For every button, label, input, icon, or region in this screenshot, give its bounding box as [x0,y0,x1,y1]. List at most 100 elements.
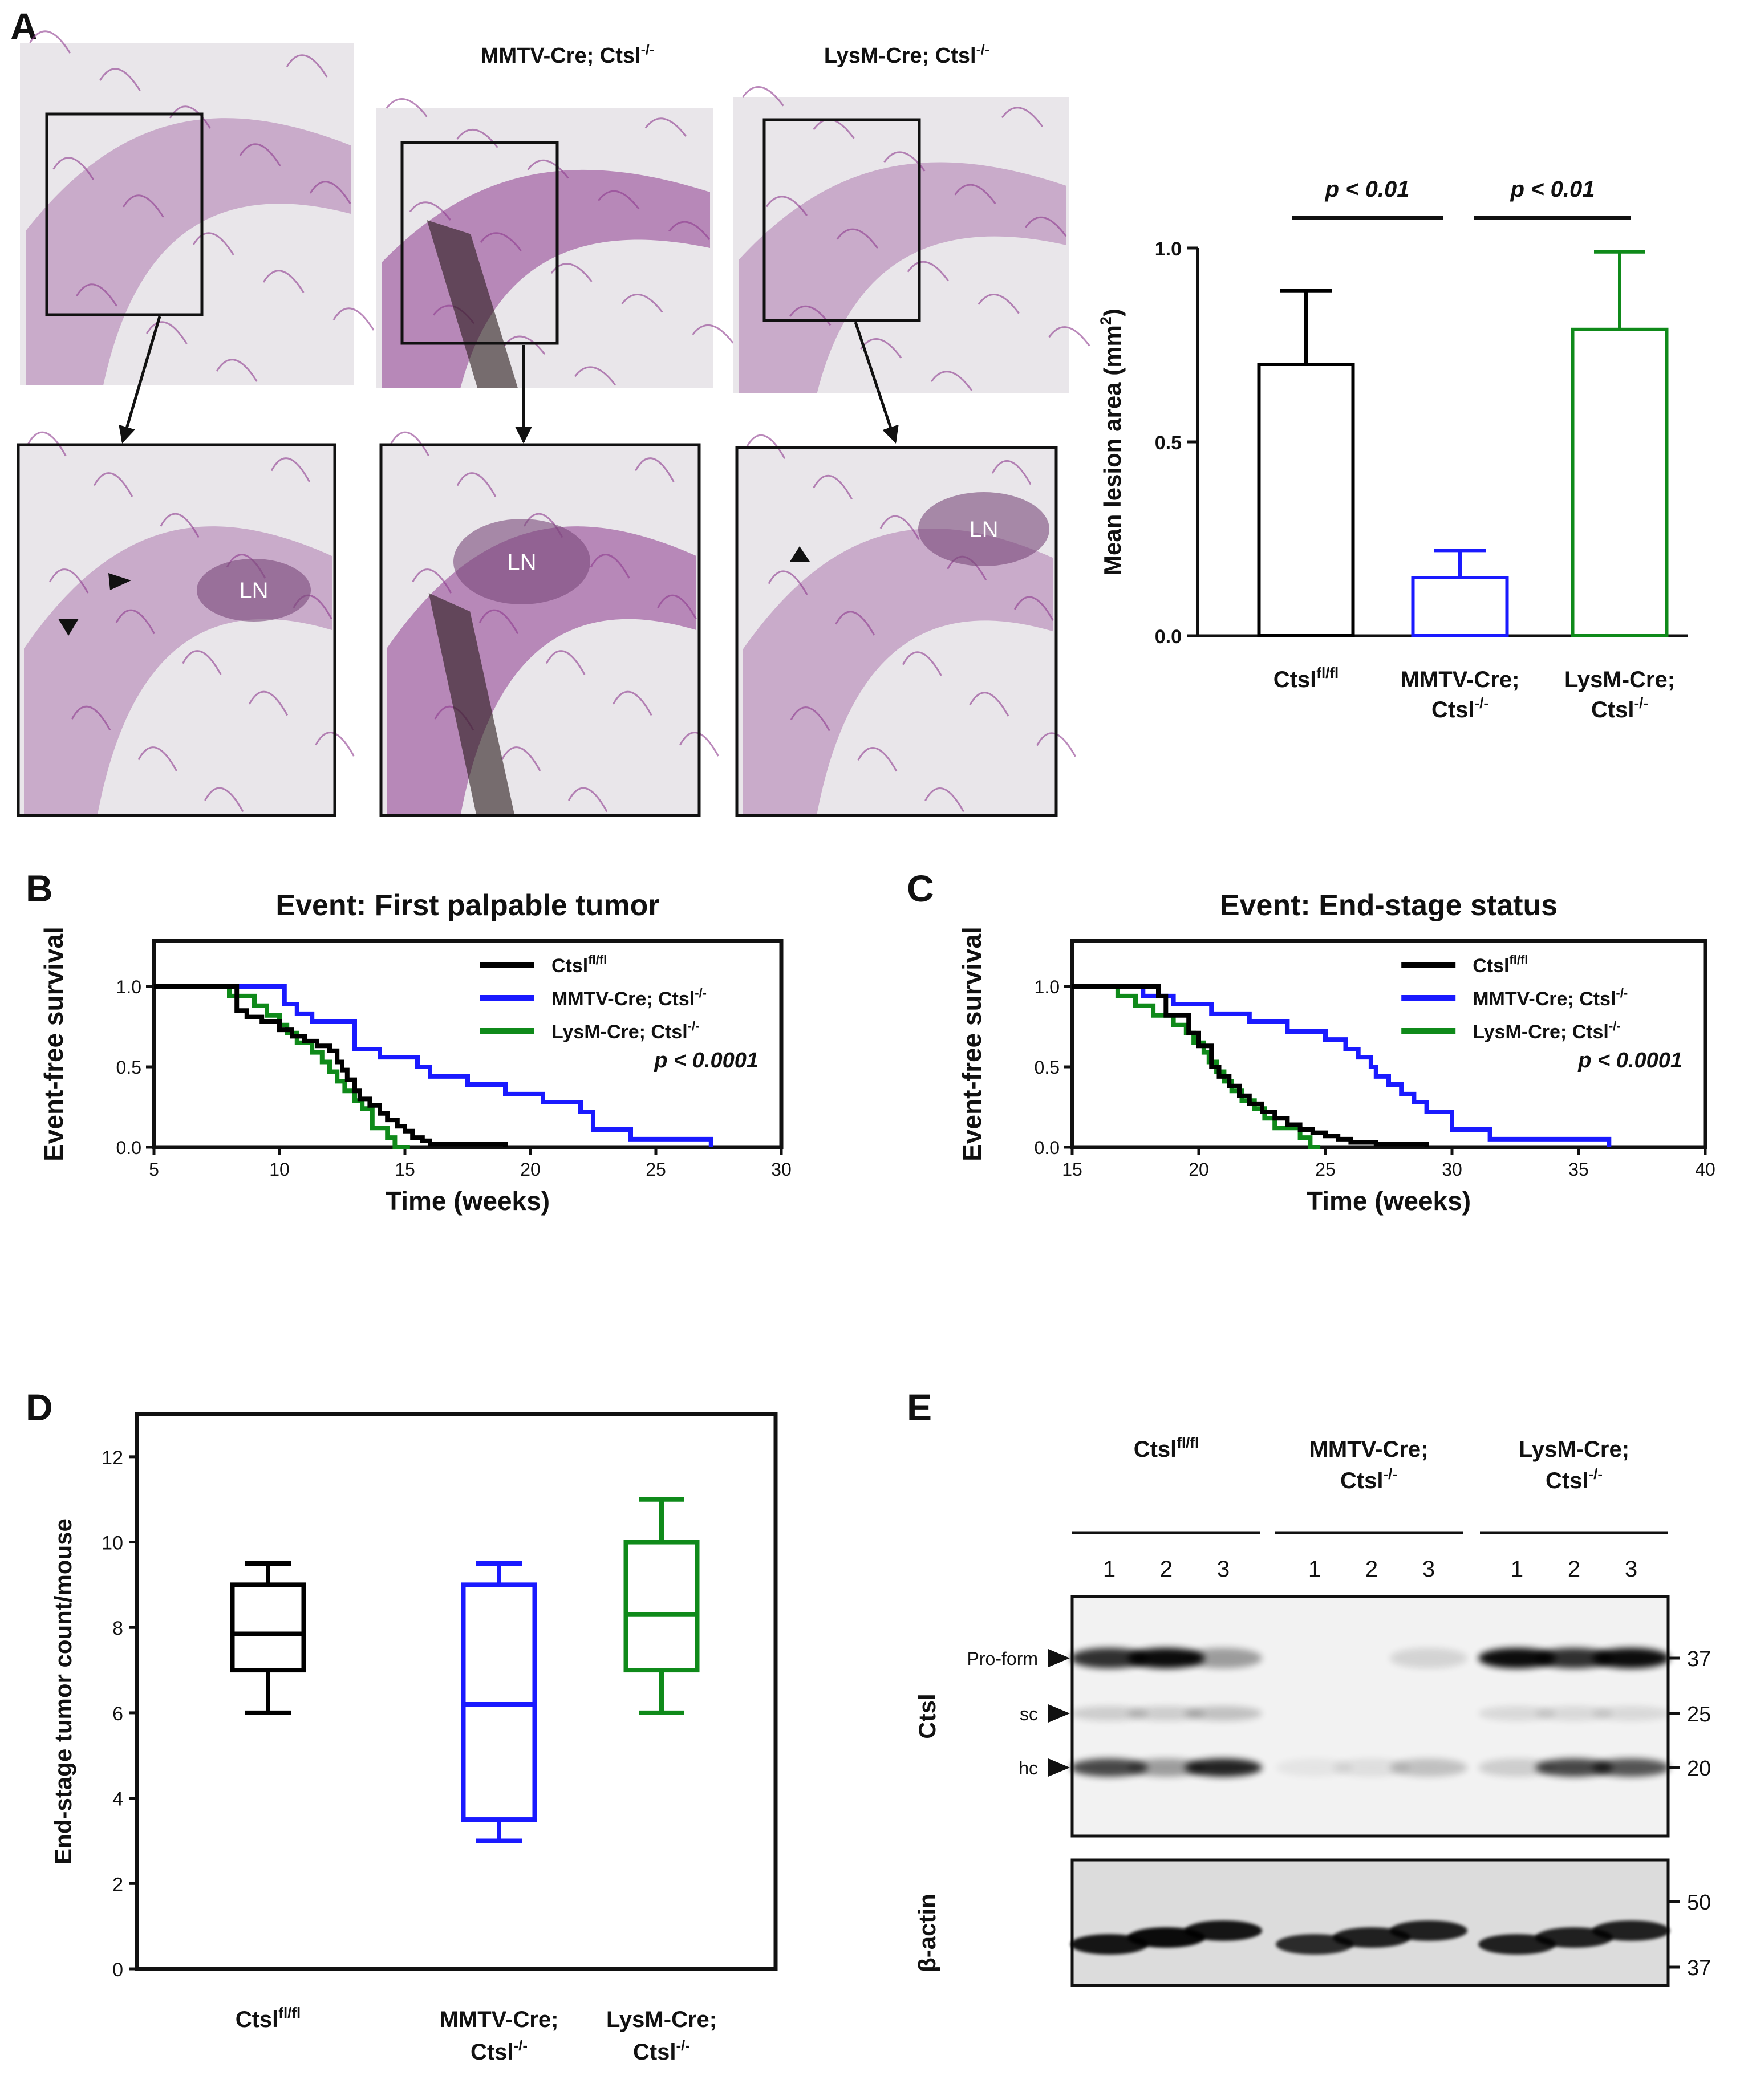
mw-label-ctsl-1: 37 [1687,1647,1711,1671]
lane-number-1: 1 [1103,1557,1116,1582]
survival-xtick-label-2-4: 35 [1568,1159,1589,1180]
survival-xtick-label-1-0: 5 [149,1159,159,1180]
survival-frame-2 [1070,939,1707,1149]
band-arrow-2 [1048,1704,1070,1723]
survival-curve-2-1 [1072,984,1429,1147]
tissue-image-lysm [733,86,1090,393]
zoom-box-lysm [762,118,921,322]
band-pro-1 [1070,1648,1148,1668]
survival-xtick-label-1-4: 25 [646,1159,666,1180]
zoom-image-3 [737,434,1076,815]
box-category-1-line1: Ctslfl/fl [236,2004,301,2032]
zoom-image-2 [381,431,719,815]
survival-y-label-1: Event-free survival [39,927,68,1161]
bar-category-2-line2: Ctsl-/- [1431,694,1488,722]
survival-curve-1-2 [154,984,713,1147]
box-ytick-label-5: 10 [102,1533,123,1554]
survival-xtick-label-2-3: 30 [1442,1159,1462,1180]
blot-group-2-line2: Ctsl-/- [1340,1465,1397,1493]
zoom-arrow-wt [119,316,161,444]
band-hc-8 [1535,1758,1613,1777]
survival-legend-label-1-3: LysM-Cre; Ctsl-/- [551,1019,699,1043]
box-1 [230,1582,306,1673]
band-hc-5 [1333,1758,1410,1777]
box-category-3-line1: LysM-Cre; [606,2007,717,2032]
blot-group-3-line1: LysM-Cre; [1519,1437,1629,1462]
band-pro-9 [1592,1648,1670,1668]
lane-number-3: 3 [1217,1557,1230,1582]
band-arrow-1 [1048,1649,1070,1667]
survival-y-label-2: Event-free survival [957,927,987,1161]
band-label-3: hc [1019,1758,1038,1778]
lymph-node-1 [197,559,311,622]
band-pro-6 [1390,1648,1467,1668]
band-hc-3 [1185,1758,1262,1777]
band-pro-7 [1478,1648,1556,1668]
zoom-box-mmtv [400,141,559,345]
band-sc-1 [1070,1706,1148,1721]
box-y-label: End-stage tumor count/mouse [50,1518,76,1865]
survival-ytick-label-1-2: 1.0 [116,977,141,997]
ln-label-3: LN [969,517,998,542]
bar-chart: 0.0 0.5 1.0 Mean lesion area (mm2) Ctslfl/fl… [1097,177,1688,722]
image-title-2: MMTV-Cre; Ctsl-/- [481,42,654,68]
zoom-arrow-lysm [854,322,899,444]
box-ytick-label-3: 6 [112,1703,123,1725]
blot-group-2-line1: MMTV-Cre; [1309,1437,1429,1462]
box-category-2-line2: Ctsl-/- [471,2037,528,2065]
survival-xtick-label-2-2: 25 [1315,1159,1336,1180]
band-hc-2 [1127,1758,1205,1777]
mw-label-ctsl-2: 25 [1687,1703,1711,1727]
significance-label-2: p < 0.01 [1510,177,1595,202]
lane-number-8: 2 [1568,1557,1580,1582]
survival-xtick-label-1-2: 15 [395,1159,415,1180]
panel-letter-b: B [26,867,53,909]
bar-3 [1571,327,1669,637]
zoom-frame-3 [735,446,1058,817]
image-title-3: LysM-Cre; Ctsl-/- [824,42,989,68]
zoom-frame-1 [17,443,336,817]
panel-letter-a: A [10,5,38,47]
ln-label-2: LN [507,550,536,575]
survival-curve-2-3 [1072,984,1321,1149]
survival-curve-1-1 [154,984,508,1147]
survival-legend-label-1-2: MMTV-Cre; Ctsl-/- [551,986,707,1010]
box-3 [623,1540,700,1673]
blot-group-3-line2: Ctsl-/- [1546,1465,1603,1493]
lane-number-4: 1 [1308,1557,1321,1582]
band-label-2: sc [1020,1704,1038,1724]
survival-ytick-label-2-1: 0.5 [1035,1057,1060,1078]
bar-category-3-line1: LysM-Cre; [1564,667,1675,692]
arrowhead-marker-1 [108,573,131,590]
band-pro-2 [1127,1648,1205,1668]
box-category-2-line1: MMTV-Cre; [440,2007,559,2032]
lane-number-5: 2 [1365,1557,1378,1582]
tissue-image-wt [20,30,375,385]
band-actin-3 [1185,1920,1262,1941]
survival-pvalue-2: p < 0.0001 [1577,1049,1682,1073]
survival-frame-1 [152,939,784,1149]
mw-label-actin-2: 37 [1687,1956,1711,1980]
survival-curve-2-2 [1072,984,1612,1147]
actin-blot-frame [1070,1858,1670,1987]
box-ytick-label-1: 2 [112,1874,123,1895]
box-ytick-label-2: 4 [112,1789,123,1810]
band-actin-9 [1592,1920,1670,1941]
lane-number-2: 2 [1160,1557,1173,1582]
band-pro-3 [1185,1648,1262,1668]
panel-letter-e: E [907,1386,932,1428]
band-hc-9 [1592,1758,1670,1777]
band-pro-8 [1535,1648,1613,1668]
ctsl-label: Ctsl [914,1693,940,1739]
bar-category-1-line1: Ctslfl/fl [1273,664,1339,692]
survival-title-1: Event: First palpable tumor [275,889,659,922]
arrowhead-marker-2 [58,619,79,636]
survival-legend-label-2-2: MMTV-Cre; Ctsl-/- [1473,986,1628,1010]
bar-ytick-label-0: 0.0 [1155,626,1182,648]
mw-label-actin-1: 50 [1687,1891,1711,1915]
lane-number-7: 1 [1511,1557,1523,1582]
band-sc-3 [1185,1706,1262,1721]
survival-ytick-label-1-0: 0.0 [116,1138,141,1158]
box-plot-frame [135,1412,778,1971]
